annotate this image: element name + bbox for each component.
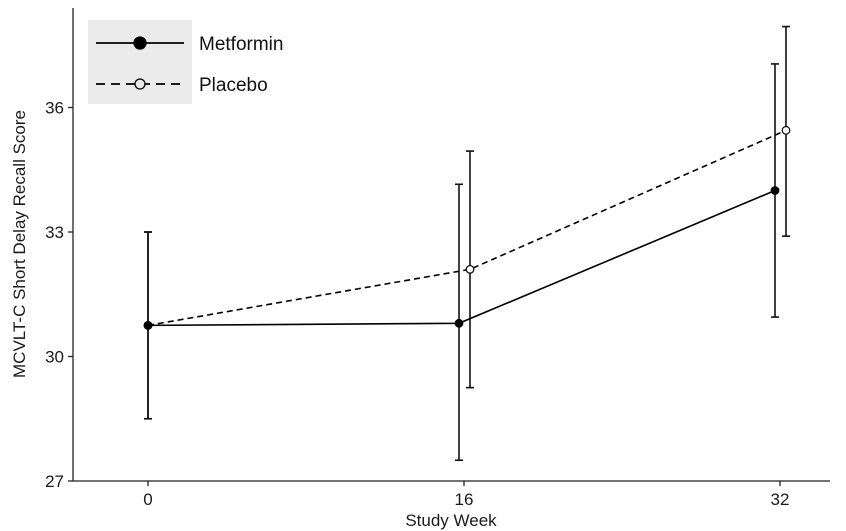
series-line-placebo — [147, 129, 787, 327]
legend-item-metformin: Metformin — [96, 34, 283, 55]
x-tick-label: 0 — [143, 490, 152, 509]
legend-marker — [134, 78, 146, 90]
data-point — [454, 318, 464, 328]
legend-marker — [133, 36, 147, 50]
data-point — [465, 264, 475, 274]
y-tick-label: 27 — [45, 472, 64, 491]
x-tick-label: 32 — [771, 490, 790, 509]
data-point — [770, 186, 780, 195]
x-axis-title: Study Week — [405, 511, 497, 530]
x-tick-label: 16 — [455, 490, 474, 509]
y-tick-label: 30 — [45, 348, 64, 367]
legend-label: Placebo — [199, 75, 268, 96]
series-line-metformin — [147, 189, 776, 327]
series-metformin — [143, 63, 780, 462]
legend-label: Metformin — [199, 34, 283, 55]
legend-background — [88, 20, 192, 104]
data-point — [143, 320, 153, 330]
data-point — [781, 125, 791, 135]
y-axis-title: MCVLT-C Short Delay Recall Score — [10, 110, 29, 378]
y-tick-label: 36 — [45, 99, 64, 118]
y-tick-label: 33 — [45, 223, 64, 242]
legend-item-placebo: Placebo — [96, 75, 268, 96]
